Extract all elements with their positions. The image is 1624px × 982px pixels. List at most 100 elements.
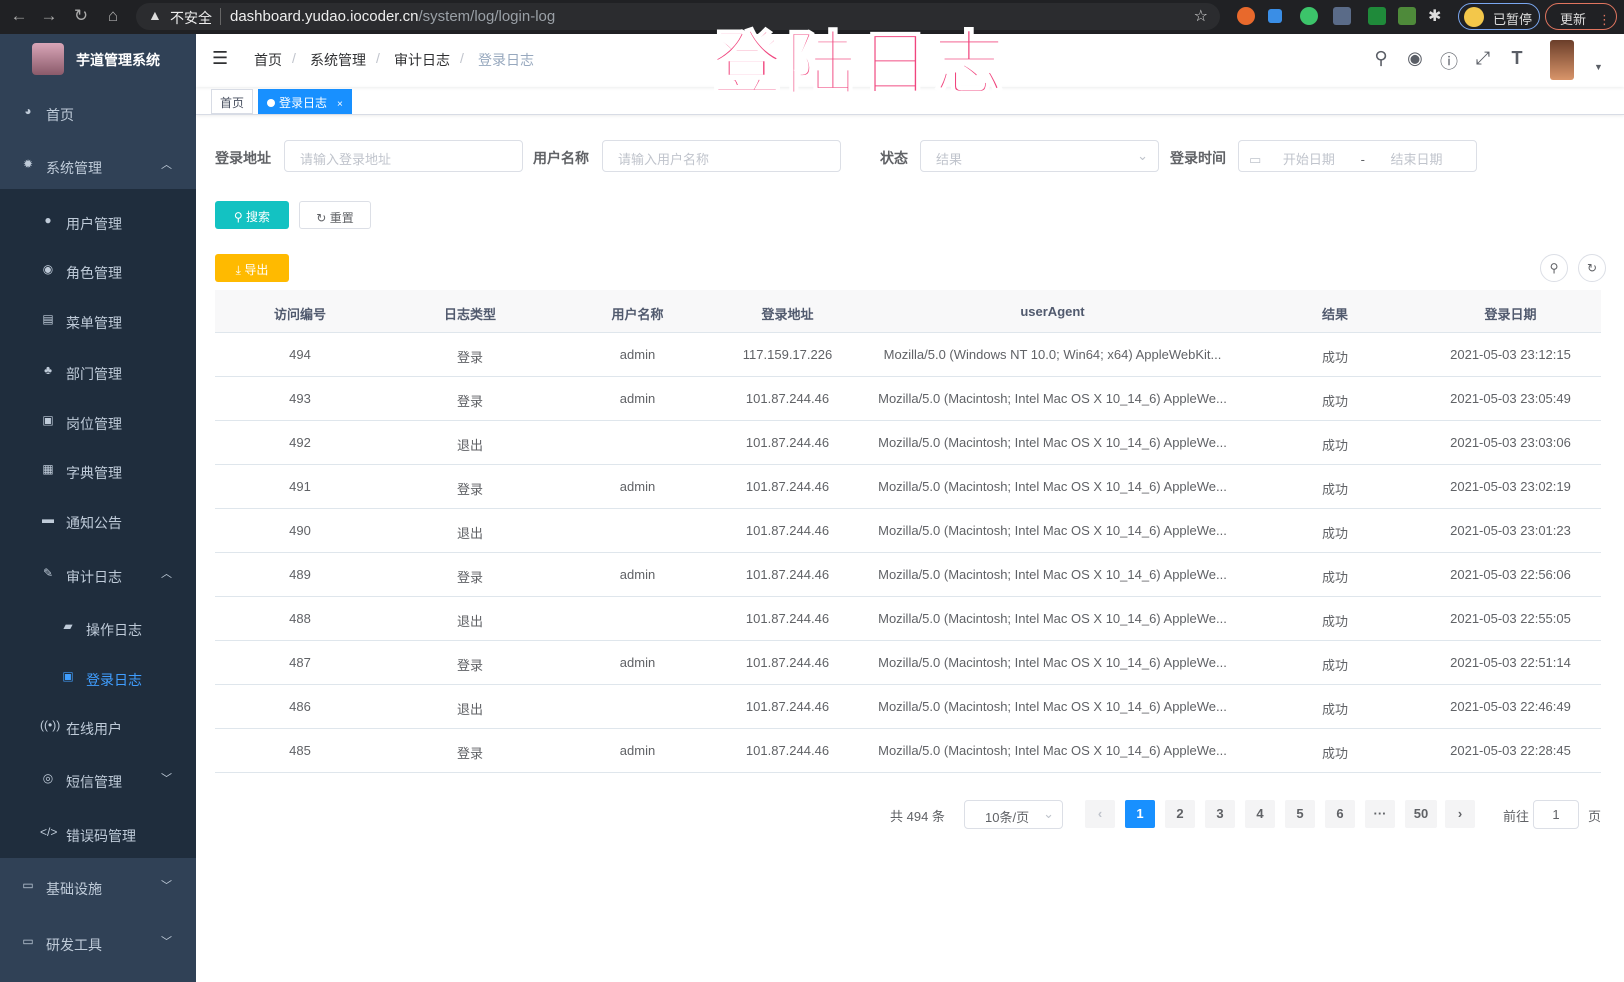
column-header: 日志类型	[443, 307, 496, 322]
sidebar-item[interactable]: ✎ 审计日志 ︿	[0, 550, 196, 600]
date-range-picker[interactable]: ▭ 开始日期 - 结束日期	[1238, 140, 1477, 172]
logo-title[interactable]: 芋道管理系统	[76, 52, 160, 68]
sidebar-item[interactable]: ▭ 研发工具 ﹀	[0, 918, 196, 968]
sidebar-item[interactable]: ▬ 通知公告	[0, 496, 196, 546]
sidebar-item[interactable]: ▦ 字典管理	[0, 446, 196, 496]
prev-page-button[interactable]: ‹	[1085, 800, 1115, 828]
table-row[interactable]: 488 退出 101.87.244.46 Mozilla/5.0 (Macintosh…	[215, 597, 1601, 641]
url-host: dashboard.yudao.iocoder.cn	[230, 8, 419, 25]
font-size-icon[interactable]: T	[1511, 48, 1523, 68]
page-button[interactable]: 2	[1165, 800, 1195, 828]
extension-icon[interactable]	[1333, 7, 1351, 25]
status-select[interactable]: 结果 ⌄	[920, 140, 1159, 172]
refresh-icon: ↻	[316, 211, 330, 225]
caret-down-icon[interactable]: ▼	[1594, 62, 1603, 72]
sidebar-item[interactable]: ◕ 首页	[0, 88, 196, 138]
sidebar-item[interactable]: ▤ 菜单管理	[0, 296, 196, 346]
table-row[interactable]: 492 退出 101.87.244.46 Mozilla/5.0 (Macintosh…	[215, 421, 1601, 465]
url-text[interactable]: dashboard.yudao.iocoder.cn/system/log/lo…	[230, 8, 555, 25]
breadcrumb-item[interactable]: 首页	[254, 52, 282, 68]
table-row[interactable]: 494 登录 admin 117.159.17.226 Mozilla/5.0 (Win…	[215, 333, 1601, 377]
fullscreen-icon[interactable]: ⤢	[1475, 48, 1491, 68]
table-cell: 成功	[1321, 570, 1348, 585]
dashboard-icon: ◕	[24, 104, 32, 118]
sidebar-item[interactable]: ▣ 登录日志	[0, 653, 196, 703]
home-icon[interactable]: ⌂	[107, 6, 119, 25]
extension-icon[interactable]	[1300, 7, 1318, 25]
hamburger-icon[interactable]: ☰	[212, 48, 229, 68]
search-icon[interactable]: ⚲	[1374, 48, 1388, 68]
breadcrumb-item[interactable]: 审计日志	[394, 52, 450, 68]
sidebar-item-label: 错误码管理	[66, 828, 136, 844]
page-button[interactable]: 3	[1205, 800, 1235, 828]
table-row[interactable]: 490 退出 101.87.244.46 Mozilla/5.0 (Macintosh…	[215, 509, 1601, 553]
table-cell: 2021-05-03 23:05:49	[1450, 391, 1571, 406]
table-row[interactable]: 487 登录 admin 101.87.244.46 Mozilla/5.0 (Maci…	[215, 641, 1601, 685]
next-page-button[interactable]: ›	[1445, 800, 1475, 828]
address-bar[interactable]: ▲ 不安全 dashboard.yudao.iocoder.cn/system/…	[136, 3, 1220, 30]
table-row[interactable]: 489 登录 admin 101.87.244.46 Mozilla/5.0 (Maci…	[215, 553, 1601, 597]
column-header: 登录日期	[1484, 307, 1537, 322]
table-row[interactable]: 485 登录 admin 101.87.244.46 Mozilla/5.0 (Maci…	[215, 729, 1601, 773]
toggle-search-icon[interactable]: ⚲	[1540, 254, 1568, 282]
page-button[interactable]: 6	[1325, 800, 1355, 828]
sidebar-item[interactable]: </> 错误码管理	[0, 809, 196, 859]
sidebar-item[interactable]: ♣ 部门管理	[0, 347, 196, 397]
table-cell: 101.87.244.46	[745, 479, 830, 494]
extension-icon[interactable]	[1237, 7, 1255, 25]
page-size-select[interactable]: 10条/页 ⌄	[964, 800, 1063, 829]
page-button[interactable]: 5	[1285, 800, 1315, 828]
user-avatar[interactable]	[1550, 40, 1574, 80]
sidebar-item[interactable]: ▭ 基础设施 ﹀	[0, 862, 196, 912]
chevron-down-icon: ﹀	[161, 936, 172, 948]
address-input[interactable]: 请输入登录地址	[284, 140, 523, 172]
github-icon[interactable]: ◉	[1407, 48, 1423, 68]
sidebar-item[interactable]: ◉ 角色管理	[0, 246, 196, 296]
close-icon[interactable]: ×	[337, 99, 343, 110]
reload-icon[interactable]: ↻	[73, 6, 89, 25]
username-input[interactable]: 请输入用户名称	[602, 140, 841, 172]
refresh-icon[interactable]: ↻	[1578, 254, 1606, 282]
tag-login-log[interactable]: 登录日志 ×	[258, 89, 352, 114]
update-button[interactable]: 更新 ⋮	[1545, 3, 1617, 30]
breadcrumb-item[interactable]: 系统管理	[310, 52, 366, 68]
extension-icon[interactable]	[1268, 9, 1282, 23]
goto-page-input[interactable]: 1	[1533, 800, 1579, 829]
tree-table-icon: ▤	[42, 312, 54, 326]
profile-button[interactable]: 已暂停	[1458, 3, 1540, 30]
page-unit-label: 页	[1588, 809, 1602, 824]
sidebar-item[interactable]: ✹ 系统管理 ︿	[0, 141, 196, 191]
search-button[interactable]: ⚲ 搜索	[215, 201, 289, 229]
page-button[interactable]: 1	[1125, 800, 1155, 828]
sidebar-item[interactable]: ((•)) 在线用户	[0, 702, 196, 752]
table-row[interactable]: 486 退出 101.87.244.46 Mozilla/5.0 (Macintosh…	[215, 685, 1601, 729]
puzzle-icon[interactable]: ✱	[1428, 8, 1442, 25]
page-button[interactable]: 4	[1245, 800, 1275, 828]
table-row[interactable]: 493 登录 admin 101.87.244.46 Mozilla/5.0 (Maci…	[215, 377, 1601, 421]
extension-icon[interactable]	[1368, 7, 1386, 25]
back-icon[interactable]: ←	[10, 6, 28, 25]
tag-home[interactable]: 首页	[211, 89, 254, 114]
forward-icon[interactable]: →	[40, 6, 58, 25]
sidebar-item[interactable]: ◎ 短信管理 ﹀	[0, 755, 196, 805]
bookmark-star-icon[interactable]: ☆	[1193, 8, 1208, 25]
sidebar-item[interactable]: ▣ 岗位管理	[0, 397, 196, 447]
more-pages-button[interactable]: ···	[1365, 800, 1395, 828]
divider	[220, 8, 221, 25]
page-button[interactable]: 50	[1405, 800, 1437, 828]
export-button[interactable]: ⤓ 导出	[215, 254, 289, 282]
extension-icon[interactable]	[1398, 7, 1416, 25]
table-cell: 493	[289, 391, 311, 406]
calendar-icon: ▭	[1249, 152, 1262, 167]
start-date-input[interactable]: 开始日期	[1282, 152, 1335, 167]
table-cell: 退出	[456, 614, 483, 629]
table-cell: Mozilla/5.0 (Macintosh; Intel Mac OS X 1…	[878, 699, 1227, 714]
sidebar-item[interactable]: ● 用户管理	[0, 197, 196, 247]
end-date-input[interactable]: 结束日期	[1390, 152, 1443, 167]
url-path: /system/log/login-log	[418, 8, 556, 25]
table-cell: 101.87.244.46	[745, 523, 830, 538]
sidebar-item[interactable]: ▰ 操作日志	[0, 603, 196, 653]
help-icon[interactable]: ⓘ	[1440, 52, 1458, 72]
reset-button[interactable]: ↻ 重置	[299, 201, 371, 229]
table-row[interactable]: 491 登录 admin 101.87.244.46 Mozilla/5.0 (Maci…	[215, 465, 1601, 509]
